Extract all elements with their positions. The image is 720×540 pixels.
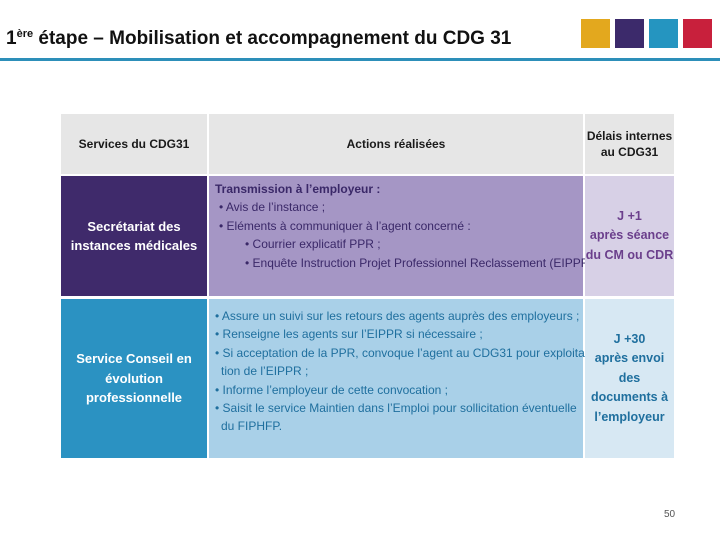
header-services: Services du CDG31 xyxy=(61,114,207,174)
row2-action-line: • Assure un suivi sur les retours des ag… xyxy=(215,309,580,323)
row1-service: Secrétariat des instances médicales xyxy=(61,176,207,296)
row2-actions: • Assure un suivi sur les retours des ag… xyxy=(209,299,589,458)
row2-delay-line: des xyxy=(618,370,641,385)
decor-square-red xyxy=(683,19,712,48)
decor-square-blue xyxy=(649,19,678,48)
title-superscript: ère xyxy=(16,28,34,40)
title-underline xyxy=(0,58,720,61)
decor-square-gold xyxy=(581,19,610,48)
header-actions: Actions réalisées xyxy=(209,114,583,174)
row1-actions: Transmission à l’employeur : • Avis de l… xyxy=(209,176,597,296)
row1-action-line: • Avis de l’instance ; xyxy=(219,200,326,215)
row2-action-line: • Saisit le service Maintien dans l’Empl… xyxy=(215,401,577,416)
row2-delay-line: l’employeur xyxy=(594,409,665,424)
title-text: étape – Mobilisation et accompagnement d… xyxy=(33,28,512,49)
row2-action-line: • Si acceptation de la PPR, convoque l’a… xyxy=(215,345,589,360)
row2-delay: J +30 après envoi des documents à l’empl… xyxy=(585,299,674,458)
row2-delay-line: documents à xyxy=(590,390,669,405)
row2-action-line: du FIPHFP. xyxy=(221,419,283,434)
row1-delay: J +1 après séance du CM ou CDR xyxy=(585,176,674,296)
slide-title: 1ère étape – Mobilisation et accompagnem… xyxy=(6,28,511,50)
header-delays: Délais internes au CDG31 xyxy=(585,114,674,174)
row2-action-line: • Renseigne les agents sur l’EIPPR si né… xyxy=(215,327,483,342)
row1-action-line: Transmission à l’employeur : xyxy=(215,182,381,196)
decor-square-purple xyxy=(615,19,644,48)
row1-action-line: • Courrier explicatif PPR ; xyxy=(245,237,381,252)
row2-delay-line: après envoi xyxy=(594,351,665,366)
row1-delay-line: du CM ou CDR xyxy=(585,247,674,262)
row2-service: Service Conseil en évolution professionn… xyxy=(61,299,207,458)
row2-delay-line: J +30 xyxy=(613,332,646,347)
row1-delay-line: après séance xyxy=(589,228,670,243)
services-table: Services du CDG31 Actions réalisées Déla… xyxy=(61,114,674,458)
row1-delay-line: J +1 xyxy=(617,208,642,223)
row2-action-line: tion de l’EIPPR ; xyxy=(221,364,309,379)
title-prefix: 1 xyxy=(6,28,17,49)
row2-action-line: • Informe l’employeur de cette convocati… xyxy=(215,382,448,397)
row1-action-line: • Eléments à communiquer à l’agent conce… xyxy=(219,218,471,233)
page-number: 50 xyxy=(664,509,676,520)
row1-action-line: • Enquête Instruction Projet Professionn… xyxy=(245,255,597,270)
